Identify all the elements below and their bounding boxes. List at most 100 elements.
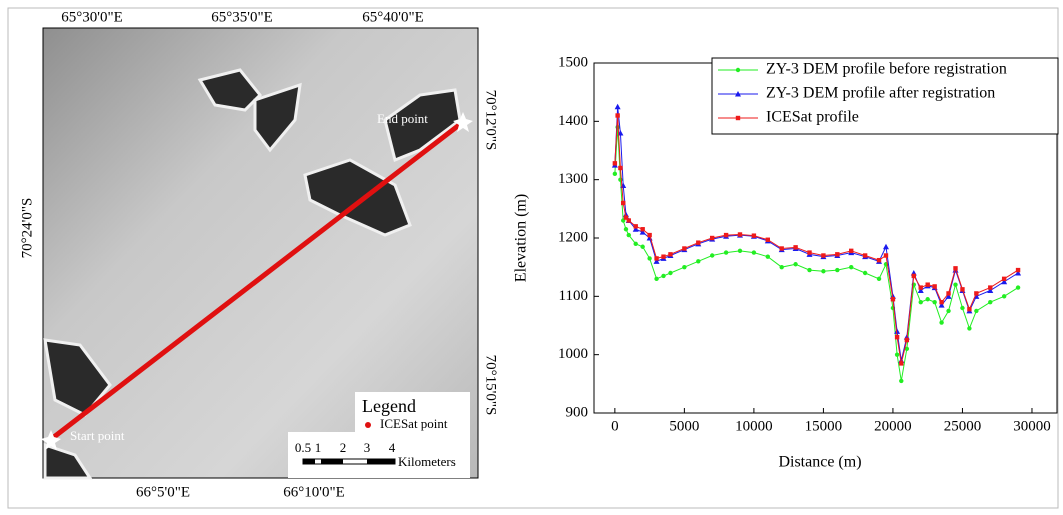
marker xyxy=(709,235,715,241)
marker xyxy=(682,246,687,251)
lat-label: 70°24'0"S xyxy=(19,198,35,259)
start-label: Start point xyxy=(70,428,125,443)
x-axis-title: Distance (m) xyxy=(778,454,861,471)
marker xyxy=(661,273,666,279)
marker xyxy=(917,287,924,293)
x-tick-label: 10000 xyxy=(735,418,773,434)
marker xyxy=(918,299,923,305)
marker xyxy=(960,287,965,292)
marker xyxy=(626,232,631,238)
marker xyxy=(623,215,629,220)
marker xyxy=(626,218,631,223)
marker xyxy=(807,250,812,255)
marker xyxy=(904,346,910,352)
scale-seg xyxy=(303,459,315,464)
marker xyxy=(1015,270,1022,276)
icesat-track xyxy=(48,120,465,442)
map-legend-title: Legend xyxy=(362,396,416,416)
map-legend-symbol xyxy=(365,422,371,428)
y-tick-label: 1300 xyxy=(558,171,588,187)
y-tick-label: 900 xyxy=(566,404,589,420)
marker xyxy=(835,252,840,257)
marker xyxy=(988,285,993,290)
marker xyxy=(765,254,770,259)
marker xyxy=(862,270,868,276)
legend-box xyxy=(711,57,1059,135)
lon-label: 65°40'0"E xyxy=(362,9,424,25)
marker xyxy=(779,246,784,251)
marker xyxy=(639,229,646,235)
series-line xyxy=(614,115,1019,364)
marker xyxy=(849,248,854,254)
legend-label: ZY-3 DEM profile before registration xyxy=(766,61,1007,78)
marker xyxy=(835,267,840,273)
marker xyxy=(953,266,958,271)
y-tick-label: 1100 xyxy=(559,288,588,304)
marker xyxy=(974,291,979,296)
marker xyxy=(654,256,659,261)
marker xyxy=(939,299,944,305)
marker xyxy=(668,252,673,257)
figure-frame xyxy=(7,7,1059,509)
x-tick-label: 0 xyxy=(611,418,619,434)
lon-label: 66°5'0"E xyxy=(136,484,190,500)
scale-label: 1 xyxy=(315,440,322,455)
end-label: End point xyxy=(377,111,428,126)
marker xyxy=(737,248,743,254)
marker xyxy=(751,250,757,255)
marker xyxy=(938,302,945,308)
marker xyxy=(614,103,621,110)
scale-seg xyxy=(367,459,395,464)
lon-label: 65°35'0"E xyxy=(211,9,273,25)
legend-label: ICESat profile xyxy=(766,109,859,126)
marker xyxy=(807,267,812,273)
marker xyxy=(925,282,930,287)
marker xyxy=(925,297,930,302)
marker xyxy=(647,256,652,261)
marker xyxy=(987,287,994,293)
marker xyxy=(612,171,618,177)
marker xyxy=(632,226,639,232)
x-tick-label: 15000 xyxy=(805,418,843,434)
marker xyxy=(653,258,660,264)
marker xyxy=(709,253,715,258)
map-legend-box xyxy=(355,392,470,432)
marker xyxy=(946,308,951,314)
marker xyxy=(723,250,729,255)
marker xyxy=(918,285,923,290)
marker xyxy=(953,282,958,287)
marker xyxy=(932,284,937,289)
map-legend-item: ICESat point xyxy=(380,416,448,431)
marker xyxy=(899,361,904,366)
marker xyxy=(723,232,729,238)
marker xyxy=(1015,285,1021,290)
marker xyxy=(890,297,896,302)
marker xyxy=(967,326,972,331)
marker xyxy=(883,253,889,258)
x-tick-label: 20000 xyxy=(874,418,912,434)
marker xyxy=(615,113,620,118)
chart: Elevation (m) Distance (m) 900 1000 1100 12… xyxy=(513,54,1059,471)
scale-label: 2 xyxy=(340,440,347,455)
marker xyxy=(939,320,944,325)
marker xyxy=(633,241,638,247)
marker xyxy=(894,334,900,340)
marker xyxy=(735,67,741,73)
x-tick-label: 5000 xyxy=(669,418,699,434)
marker xyxy=(765,237,770,242)
scale-label: 3 xyxy=(364,440,371,455)
marker xyxy=(849,264,854,270)
marker xyxy=(1001,294,1007,299)
marker xyxy=(737,232,743,237)
marker xyxy=(682,264,687,270)
map: End point Start point 65°30'0"E 65°35'0"… xyxy=(19,9,498,500)
marker xyxy=(1001,278,1008,285)
marker xyxy=(620,200,626,206)
marker xyxy=(661,254,666,259)
start-star xyxy=(41,430,61,450)
marker xyxy=(640,227,645,232)
marker xyxy=(988,299,993,305)
x-tick-label: 25000 xyxy=(944,418,982,434)
marker xyxy=(668,270,673,276)
